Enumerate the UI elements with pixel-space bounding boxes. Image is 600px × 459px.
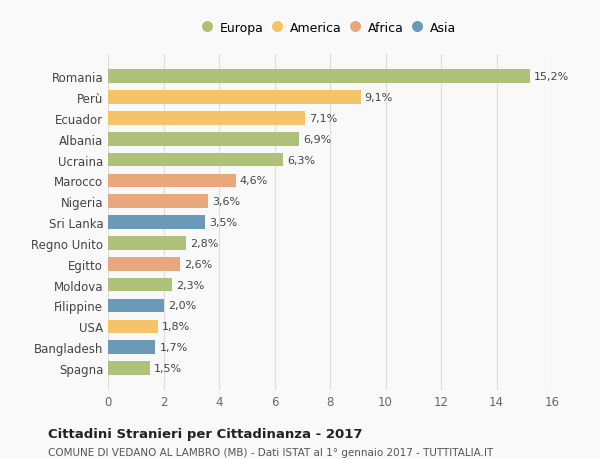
- Bar: [108, 153, 283, 167]
- Bar: [108, 361, 149, 375]
- Bar: [108, 174, 236, 188]
- Text: COMUNE DI VEDANO AL LAMBRO (MB) - Dati ISTAT al 1° gennaio 2017 - TUTTITALIA.IT: COMUNE DI VEDANO AL LAMBRO (MB) - Dati I…: [48, 448, 493, 458]
- Text: Cittadini Stranieri per Cittadinanza - 2017: Cittadini Stranieri per Cittadinanza - 2…: [48, 427, 362, 440]
- Legend: Europa, America, Africa, Asia: Europa, America, Africa, Asia: [200, 18, 460, 38]
- Bar: [108, 112, 305, 125]
- Bar: [108, 299, 163, 313]
- Bar: [108, 91, 361, 105]
- Text: 2,6%: 2,6%: [184, 259, 212, 269]
- Bar: [108, 278, 172, 292]
- Bar: [108, 320, 158, 333]
- Bar: [108, 341, 155, 354]
- Bar: [108, 195, 208, 208]
- Text: 2,8%: 2,8%: [190, 238, 218, 248]
- Text: 4,6%: 4,6%: [240, 176, 268, 186]
- Text: 1,5%: 1,5%: [154, 363, 182, 373]
- Text: 7,1%: 7,1%: [309, 114, 337, 123]
- Text: 9,1%: 9,1%: [365, 93, 393, 103]
- Bar: [108, 133, 299, 146]
- Text: 2,0%: 2,0%: [167, 301, 196, 311]
- Bar: [108, 237, 186, 250]
- Text: 6,3%: 6,3%: [287, 155, 315, 165]
- Text: 3,5%: 3,5%: [209, 218, 238, 228]
- Text: 1,8%: 1,8%: [162, 322, 190, 331]
- Text: 15,2%: 15,2%: [534, 72, 569, 82]
- Text: 1,7%: 1,7%: [160, 342, 188, 353]
- Bar: [108, 216, 205, 230]
- Bar: [108, 70, 530, 84]
- Text: 6,9%: 6,9%: [304, 134, 332, 145]
- Text: 3,6%: 3,6%: [212, 197, 240, 207]
- Bar: [108, 257, 180, 271]
- Text: 2,3%: 2,3%: [176, 280, 204, 290]
